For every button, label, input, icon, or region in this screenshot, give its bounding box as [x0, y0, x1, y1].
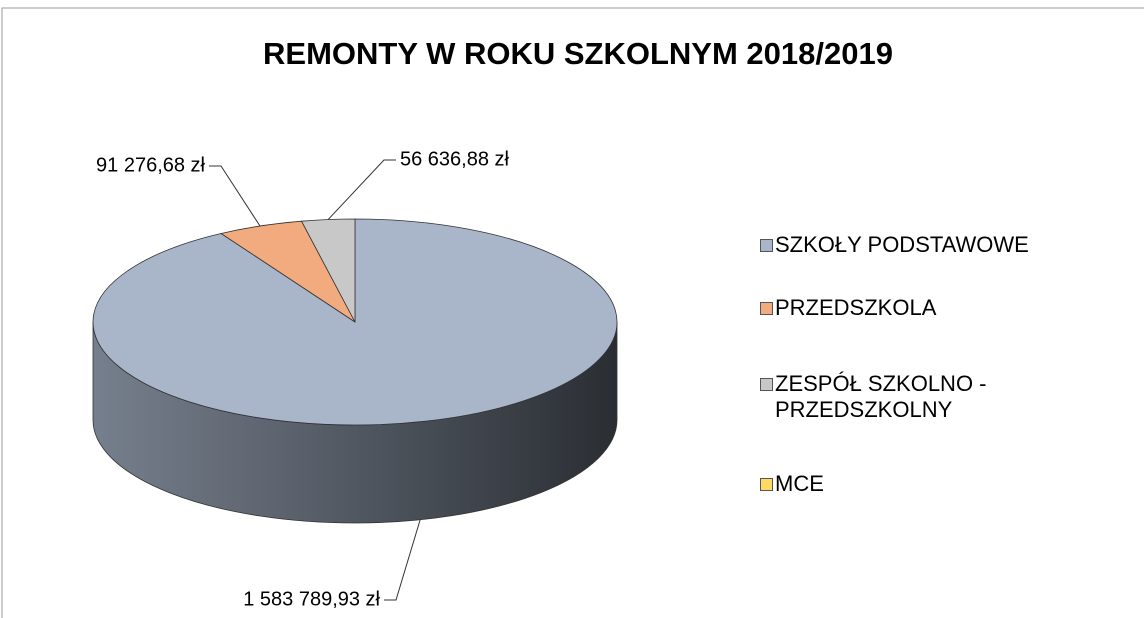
leader-line	[209, 165, 261, 227]
legend-swatch	[760, 239, 773, 252]
leader-line	[327, 159, 396, 220]
legend-label: MCE	[775, 471, 824, 496]
legend-item: ZESPÓŁ SZKOLNO - PRZEDSZKOLNY	[760, 371, 1075, 423]
legend-swatch	[760, 302, 773, 315]
legend-label: PRZEDSZKOLA	[775, 295, 937, 320]
legend-item: PRZEDSZKOLA	[760, 295, 1075, 321]
leader-line	[384, 519, 421, 601]
chart-frame	[1, 7, 1144, 618]
legend-item: MCE	[760, 471, 1075, 497]
legend-label: SZKOŁY PODSTAWOWE	[775, 232, 1029, 257]
data-label: 56 636,88 zł	[400, 148, 510, 170]
legend-swatch	[760, 478, 773, 491]
legend-label: ZESPÓŁ SZKOLNO - PRZEDSZKOLNY	[775, 371, 987, 422]
legend-swatch	[760, 378, 773, 391]
data-label: 91 276,68 zł	[96, 154, 206, 176]
data-label: 1 583 789,93 zł	[243, 588, 380, 610]
chart-title: REMONTY W ROKU SZKOLNYM 2018/2019	[263, 36, 893, 71]
legend-item: SZKOŁY PODSTAWOWE	[760, 232, 1075, 258]
